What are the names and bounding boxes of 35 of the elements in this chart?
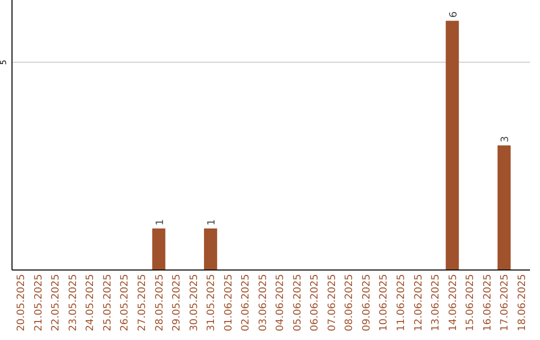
x-tick-label: 29.05.2025 (172, 274, 183, 332)
y-tick-label: 5 (0, 60, 8, 65)
x-tick-label: 23.05.2025 (68, 274, 79, 332)
x-tick-label: 18.06.2025 (516, 274, 528, 332)
x-tick-label: 31.05.2025 (206, 274, 218, 332)
x-tick-label: 14.06.2025 (448, 274, 459, 332)
x-tick-label: 15.06.2025 (465, 274, 476, 332)
data-label: 1 (154, 219, 166, 226)
x-tick-label: 24.05.2025 (85, 274, 96, 332)
x-tick-label: 17.06.2025 (500, 274, 511, 332)
x-tick-label: 12.06.2025 (413, 274, 424, 332)
x-tick-label: 22.05.2025 (50, 274, 62, 332)
x-tick-label: 07.06.2025 (326, 274, 338, 332)
x-tick-label: 21.05.2025 (33, 274, 44, 332)
x-tick-label: 25.05.2025 (102, 274, 114, 332)
x-tick-label: 27.05.2025 (137, 274, 148, 332)
x-tick-label: 13.06.2025 (430, 274, 442, 332)
x-tick-label: 16.06.2025 (482, 274, 494, 332)
x-tick-label: 06.06.2025 (310, 274, 321, 332)
x-tick-label: 28.05.2025 (154, 274, 166, 332)
x-tick-label: 10.06.2025 (378, 274, 390, 332)
data-label: 6 (448, 11, 460, 18)
x-tick-label: 04.06.2025 (275, 274, 286, 332)
x-tick-label: 02.06.2025 (240, 274, 252, 332)
x-tick-label: 09.06.2025 (361, 274, 372, 332)
x-tick-label: 11.06.2025 (396, 274, 407, 332)
x-tick-label: 03.06.2025 (258, 274, 269, 332)
x-tick-label: 30.05.2025 (188, 274, 200, 332)
x-tick-label: 26.05.2025 (120, 274, 131, 332)
x-tick-label: 08.06.2025 (344, 274, 356, 332)
x-tick-label: 01.06.2025 (223, 274, 234, 332)
data-label: 3 (500, 136, 512, 142)
data-label: 1 (206, 219, 218, 226)
x-tick-label: 05.06.2025 (292, 274, 304, 332)
x-tick-label: 20.05.2025 (16, 274, 28, 332)
